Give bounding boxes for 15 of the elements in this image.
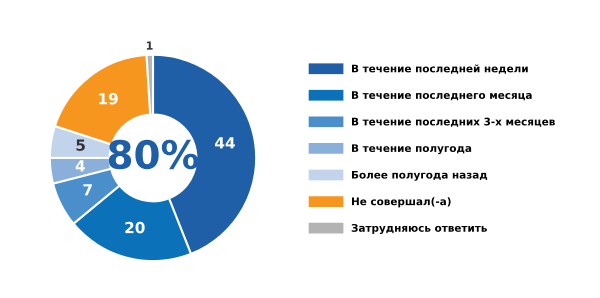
data-label: 1 <box>146 42 153 50</box>
text: 80% <box>108 140 198 170</box>
legend-label: В течение полугода <box>352 144 472 154</box>
data-label: 20 <box>125 222 145 234</box>
data-label: 5 <box>76 140 85 151</box>
legend-label: В течение последней недели <box>352 64 528 74</box>
legend-label: Не совершал(-а) <box>352 197 451 208</box>
data-label: 44 <box>215 137 235 148</box>
data-label: 19 <box>99 92 118 104</box>
legend-label: Более полугода назад <box>352 170 488 181</box>
data-label: 4 <box>76 160 85 172</box>
legend-label: В течение последнего месяца <box>352 91 532 100</box>
data-label: 7 <box>83 184 92 196</box>
legend-label: Затрудняюсь ответить <box>352 224 487 234</box>
legend-label: В течение последних 3-х месяцев <box>352 118 555 127</box>
